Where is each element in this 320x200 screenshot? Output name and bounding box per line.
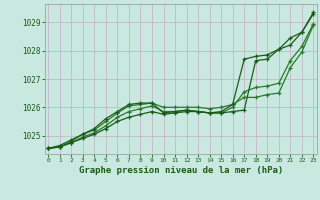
X-axis label: Graphe pression niveau de la mer (hPa): Graphe pression niveau de la mer (hPa) <box>79 166 283 175</box>
